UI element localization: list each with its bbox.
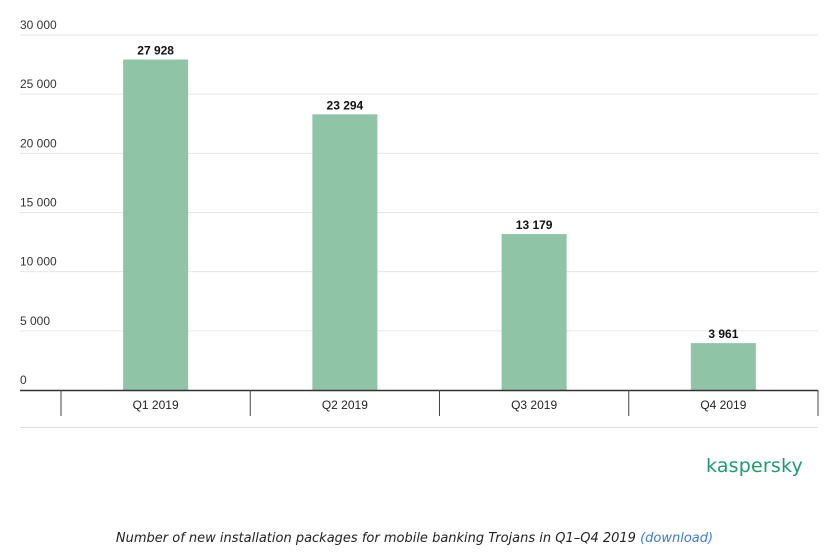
- x-category-label: Q1 2019: [133, 398, 179, 412]
- bar-value-label: 3 961: [708, 327, 738, 341]
- y-tick-label: 25 000: [20, 77, 57, 91]
- chart-caption: Number of new installation packages for …: [0, 531, 829, 546]
- y-axis-ticks: 0 5 000 10 000 15 000 20 000 25 000 30 000: [20, 18, 57, 387]
- x-axis: [20, 389, 819, 428]
- y-tick-label: 30 000: [20, 18, 57, 32]
- y-tick-label: 5 000: [20, 314, 50, 328]
- bar-value-label: 23 294: [327, 98, 364, 112]
- bar-chart: 0 5 000 10 000 15 000 20 000 25 000 30 000 27 …: [20, 18, 819, 428]
- bar-value-label: 13 179: [516, 218, 553, 232]
- bar: [123, 59, 189, 390]
- bar: [690, 343, 756, 390]
- caption-text: Number of new installation packages for …: [115, 531, 636, 546]
- logo-text: kaspersky: [705, 455, 803, 477]
- x-category-label: Q4 2019: [700, 398, 746, 412]
- y-tick-label: 0: [20, 373, 27, 387]
- y-tick-label: 10 000: [20, 255, 57, 269]
- kaspersky-logo: kaspersky: [706, 455, 803, 477]
- bar-value-label: 27 928: [137, 44, 174, 58]
- y-tick-label: 20 000: [20, 136, 57, 150]
- x-category-label: Q3 2019: [511, 398, 557, 412]
- x-axis-categories: Q1 2019 Q2 2019 Q3 2019 Q4 2019: [133, 398, 747, 412]
- x-category-label: Q2 2019: [322, 398, 368, 412]
- bar: [312, 114, 378, 390]
- download-link[interactable]: (download): [640, 531, 714, 546]
- bars: 27 928 23 294 13 179 3 961: [123, 44, 756, 390]
- bar: [501, 234, 567, 390]
- y-tick-label: 15 000: [20, 196, 57, 210]
